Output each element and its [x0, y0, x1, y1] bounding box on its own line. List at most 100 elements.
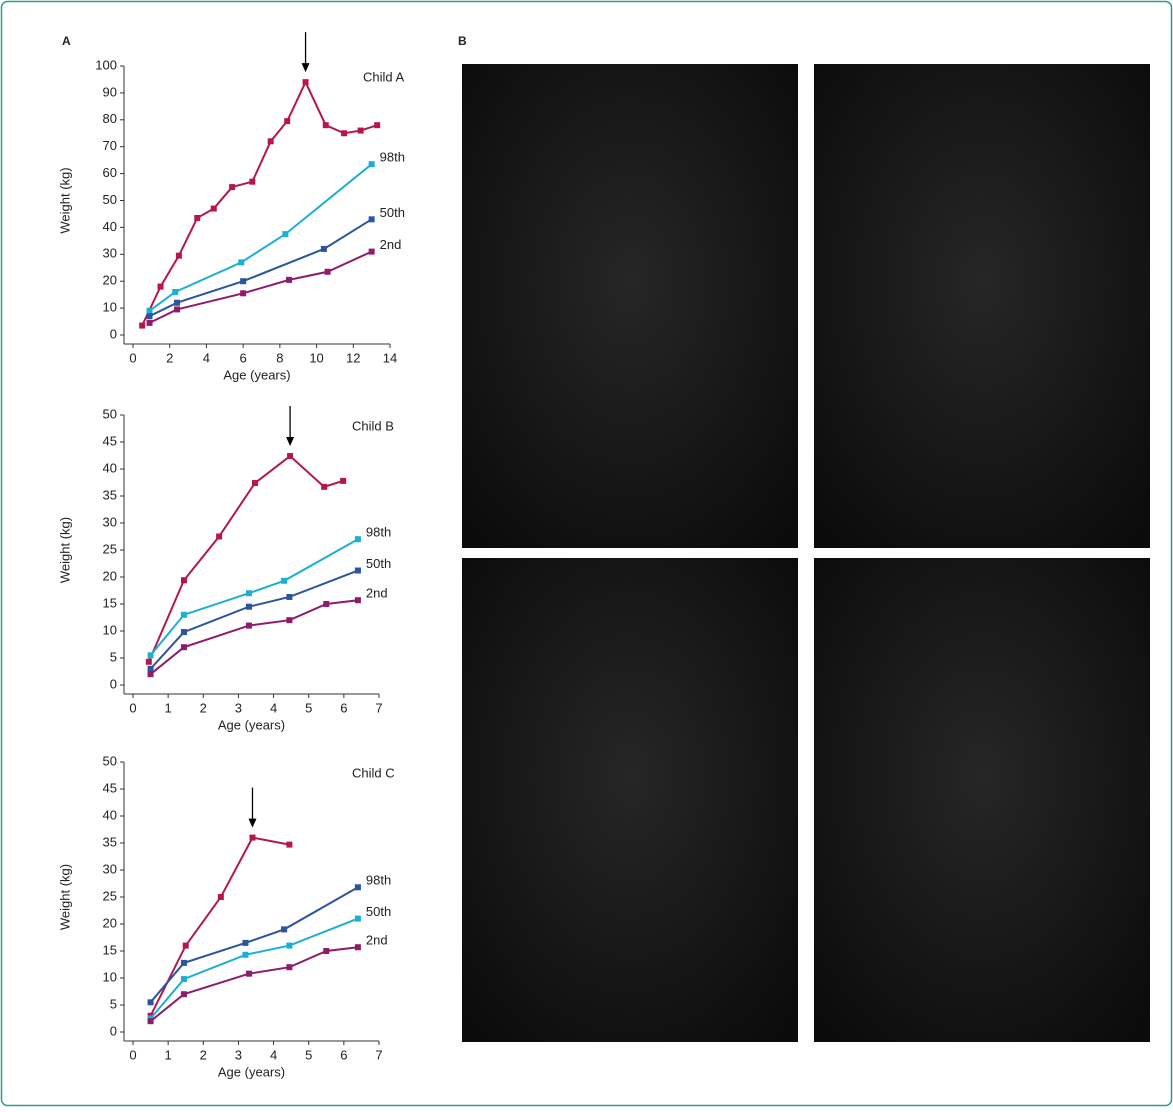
data-point — [145, 658, 152, 665]
y-tick-label: 0 — [110, 1023, 117, 1038]
x-tick-label: 4 — [203, 350, 210, 365]
photo — [462, 558, 798, 1042]
x-tick-label: 5 — [305, 700, 312, 715]
data-point — [286, 617, 293, 624]
data-point — [286, 841, 293, 848]
data-point — [180, 976, 187, 983]
y-tick-label: 10 — [103, 300, 117, 315]
series-label: 2nd — [366, 586, 388, 601]
series-label: 2nd — [366, 933, 388, 948]
data-point — [147, 652, 154, 659]
data-point — [286, 942, 293, 949]
data-point — [354, 944, 361, 951]
x-tick-label: 6 — [340, 700, 347, 715]
data-point — [146, 313, 153, 320]
y-tick-label: 40 — [103, 807, 117, 822]
y-tick-label: 30 — [103, 861, 117, 876]
data-point — [354, 884, 361, 891]
x-tick-label: 6 — [240, 350, 247, 365]
data-point — [302, 79, 309, 86]
series-label: 50th — [366, 556, 391, 571]
y-tick-label: 30 — [103, 246, 117, 261]
data-point — [172, 288, 179, 295]
photo — [814, 558, 1150, 1042]
arrowhead — [248, 818, 257, 828]
data-point — [281, 577, 288, 584]
x-tick-label: 12 — [346, 350, 360, 365]
series-label: 2nd — [380, 237, 402, 252]
x-tick-label: 3 — [235, 1047, 242, 1062]
data-point — [147, 999, 154, 1006]
data-point — [180, 577, 187, 584]
data-point — [354, 567, 361, 574]
y-tick-label: 80 — [103, 111, 117, 126]
y-tick-label: 70 — [103, 138, 117, 153]
data-point — [320, 245, 327, 252]
data-point — [354, 536, 361, 543]
series-line — [149, 599, 359, 675]
data-point — [341, 130, 348, 137]
data-point — [286, 276, 293, 283]
data-point — [321, 483, 328, 490]
y-tick-label: 45 — [103, 780, 117, 795]
data-point — [147, 665, 154, 672]
y-tick-label: 50 — [103, 192, 117, 207]
data-point — [323, 948, 330, 954]
x-axis-title: Age (years) — [218, 717, 285, 732]
y-tick-label: 15 — [103, 942, 117, 957]
data-point — [324, 268, 331, 275]
data-point — [245, 603, 252, 610]
y-tick-label: 20 — [103, 273, 117, 288]
y-tick-label: 40 — [103, 219, 117, 234]
x-tick-label: 1 — [165, 700, 172, 715]
data-point — [174, 306, 181, 313]
data-point — [340, 477, 347, 484]
x-tick-label: 7 — [375, 700, 382, 715]
x-tick-label: 2 — [200, 700, 207, 715]
data-point — [242, 939, 249, 946]
y-tick-label: 20 — [103, 568, 117, 583]
y-tick-label: 50 — [103, 406, 117, 421]
data-point — [240, 290, 247, 297]
x-axis-title: Age (years) — [223, 367, 290, 382]
x-tick-label: 7 — [375, 1047, 382, 1062]
data-point — [286, 593, 293, 600]
series-label: 98th — [380, 150, 405, 165]
x-tick-label: 0 — [129, 1047, 136, 1062]
data-point — [354, 915, 361, 922]
data-point — [249, 834, 256, 841]
x-tick-label: 4 — [270, 700, 277, 715]
data-point — [147, 1018, 154, 1025]
data-point — [322, 122, 329, 129]
y-tick-label: 35 — [103, 487, 117, 502]
panel-label: A — [62, 34, 71, 48]
arrowhead — [286, 437, 295, 447]
x-axis-title: Age (years) — [218, 1064, 285, 1079]
data-point — [282, 231, 289, 238]
data-point — [368, 216, 375, 223]
photo — [462, 64, 798, 548]
data-point — [175, 252, 182, 259]
data-point — [267, 138, 274, 145]
x-tick-label: 6 — [340, 1047, 347, 1062]
data-point — [194, 214, 201, 221]
data-point — [245, 970, 252, 977]
data-point — [180, 644, 187, 651]
data-point — [210, 205, 217, 212]
y-tick-label: 50 — [103, 753, 117, 768]
series-line — [149, 250, 373, 324]
y-axis-title: Weight (kg) — [57, 864, 72, 930]
x-tick-label: 5 — [305, 1047, 312, 1062]
y-tick-label: 30 — [103, 514, 117, 529]
data-point — [374, 122, 381, 129]
arrowhead — [301, 63, 310, 73]
y-tick-label: 5 — [110, 649, 117, 664]
y-tick-label: 45 — [103, 433, 117, 448]
data-point — [287, 453, 294, 460]
x-tick-label: 0 — [129, 700, 136, 715]
data-point — [238, 259, 245, 266]
x-tick-label: 10 — [309, 350, 323, 365]
data-point — [182, 942, 189, 949]
y-axis-title: Weight (kg) — [57, 167, 72, 233]
